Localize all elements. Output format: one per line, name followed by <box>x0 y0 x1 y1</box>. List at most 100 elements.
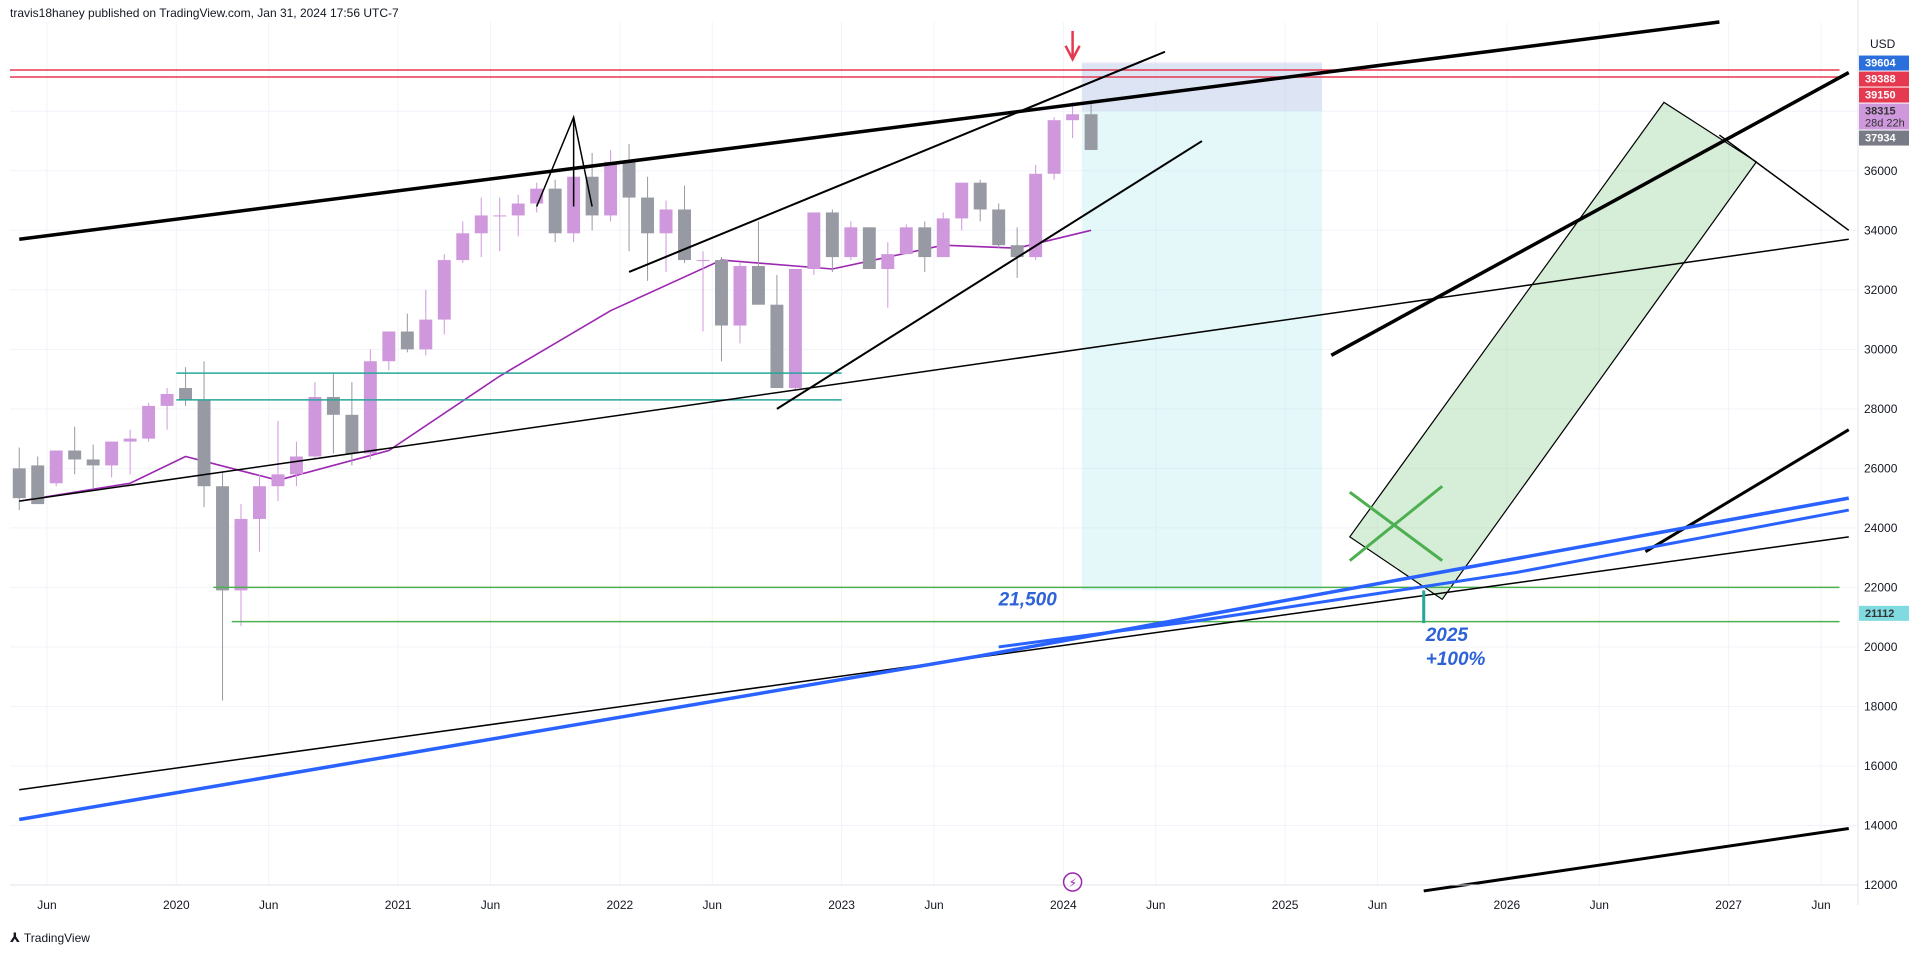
moving-average-line <box>19 229 1092 502</box>
candle-body <box>641 197 655 234</box>
trend-line <box>1423 826 1849 893</box>
price-badge-label: 38315 <box>1865 106 1896 118</box>
price-badge <box>1859 87 1909 103</box>
candle-body <box>751 266 765 305</box>
annotations: 21,500 2025 +100% ⚡ <box>998 589 1486 892</box>
candle-body <box>363 361 377 454</box>
candle-body <box>437 260 451 320</box>
publish-header: travis18haney published on TradingView.c… <box>10 6 399 20</box>
black-arrow-icon <box>535 114 593 207</box>
time-tick-label: Jun <box>259 898 278 912</box>
time-tick-label: Jun <box>1590 898 1609 912</box>
moving-average-layer <box>19 229 1092 502</box>
blue-trend-line <box>18 496 1850 822</box>
candle-body <box>12 468 26 499</box>
candle-body <box>179 388 193 400</box>
price-tick-label: 34000 <box>1864 223 1898 237</box>
price-badge <box>1859 103 1909 130</box>
trend-line <box>19 238 1849 502</box>
blue-trend-line-2 <box>998 508 1850 649</box>
event-bolt-icon <box>1062 872 1083 892</box>
candle-body <box>678 209 691 261</box>
tradingview-logo[interactable]: ⅄ TradingView <box>10 930 90 946</box>
candle-body <box>1029 173 1043 258</box>
candle-body <box>493 215 507 217</box>
time-tick-label: 2025 <box>1272 898 1299 912</box>
candle-body <box>955 182 969 219</box>
candle-body <box>400 331 414 350</box>
candle-body <box>715 260 728 326</box>
candle-body <box>216 486 229 591</box>
price-tick-label: 16000 <box>1864 759 1898 773</box>
target-pct-label: +100% <box>1426 649 1486 670</box>
candle-body <box>86 459 100 466</box>
drawings-layer <box>10 20 1850 893</box>
candle-body <box>862 227 876 269</box>
candle-body <box>419 319 433 350</box>
trend-line <box>1718 134 1850 231</box>
candle-body <box>308 396 322 457</box>
time-tick-label: 2026 <box>1494 898 1521 912</box>
trend-line <box>776 140 1203 410</box>
time-tick-label: 2022 <box>606 898 633 912</box>
candle-body <box>622 161 636 198</box>
candle-body <box>844 227 858 258</box>
candle-body <box>936 218 950 258</box>
price-badge <box>1859 71 1909 87</box>
candle-body <box>899 227 913 255</box>
candle-body <box>68 450 82 460</box>
time-tick-label: Jun <box>924 898 943 912</box>
candle-body <box>326 396 340 415</box>
candle-body <box>604 161 618 216</box>
time-tick-label: Jun <box>703 898 722 912</box>
time-tick-label: Jun <box>1368 898 1387 912</box>
price-badge-label: 39150 <box>1865 90 1896 102</box>
candle-body <box>548 188 562 234</box>
candle-body <box>289 456 303 475</box>
price-tick-label: 14000 <box>1864 818 1898 832</box>
price-tick-label: 28000 <box>1864 402 1898 416</box>
price-tick-label: 24000 <box>1864 521 1898 535</box>
price-badge-sublabel: 28d 22h <box>1865 118 1905 130</box>
price-tick-label: 20000 <box>1864 640 1898 654</box>
trend-line <box>628 50 1166 273</box>
level-label: 21,500 <box>998 589 1058 610</box>
grid-lines <box>10 22 1858 886</box>
candle-body <box>1084 114 1098 150</box>
candle-body <box>1066 114 1080 121</box>
candle-body <box>659 209 673 234</box>
candle-body <box>992 209 1006 246</box>
candle-body <box>733 266 747 326</box>
candles-layer <box>12 102 1098 701</box>
price-tick-label: 12000 <box>1864 878 1898 892</box>
price-tick-label: 22000 <box>1864 580 1898 594</box>
candle-body <box>1047 120 1061 174</box>
price-tick-label: 32000 <box>1864 283 1898 297</box>
candle-body <box>696 260 710 262</box>
time-tick-label: 2027 <box>1715 898 1742 912</box>
time-tick-label: Jun <box>481 898 500 912</box>
candle-body <box>456 233 470 261</box>
time-tick-label: Jun <box>1811 898 1830 912</box>
candle-body <box>1010 245 1024 258</box>
green-x-mark <box>1348 490 1444 562</box>
trend-line <box>1330 71 1850 357</box>
candle-body <box>142 405 156 439</box>
candle-body <box>49 450 63 484</box>
price-badge <box>1859 55 1909 71</box>
price-badge <box>1859 130 1909 146</box>
price-tick-label: 18000 <box>1864 699 1898 713</box>
target-year-label: 2025 <box>1425 625 1469 646</box>
candle-body <box>788 268 802 389</box>
candle-body <box>345 414 359 454</box>
currency-label: USD <box>1870 37 1896 51</box>
time-axis[interactable]: Jun 2020 Jun 2021 Jun 2022 Jun 2023 Jun 2024 Jun 20… <box>10 884 1858 912</box>
chart-zones <box>1081 62 1758 601</box>
price-axis[interactable]: 12000 14000 16000 18000 20000 22000 24000 26000… <box>1857 0 1898 905</box>
event-bolt-glyph: ⚡ <box>1069 876 1077 890</box>
price-badge <box>1859 605 1909 621</box>
tv-brand-label: TradingView <box>23 931 90 945</box>
candle-body <box>918 227 932 258</box>
candle-body <box>271 474 285 487</box>
